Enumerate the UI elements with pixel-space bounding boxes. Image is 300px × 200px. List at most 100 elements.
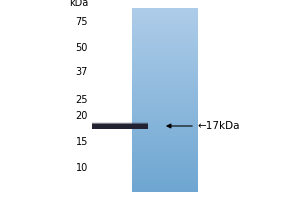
Bar [132, 186, 198, 187]
Bar [132, 191, 198, 192]
Bar [132, 175, 198, 176]
Bar [132, 29, 198, 30]
Bar [132, 121, 198, 122]
Bar [132, 66, 198, 67]
Bar [132, 118, 198, 119]
Bar [132, 42, 198, 43]
Bar [132, 12, 198, 13]
Bar [132, 77, 198, 78]
Text: kDa: kDa [69, 0, 88, 8]
Bar [132, 44, 198, 45]
Bar [132, 165, 198, 166]
Bar [132, 153, 198, 154]
Bar [132, 145, 198, 146]
Bar [132, 89, 198, 90]
Bar [92, 123, 148, 127]
Bar [132, 39, 198, 40]
Bar [132, 9, 198, 10]
Bar [132, 50, 198, 51]
Bar [132, 93, 198, 94]
Bar [132, 108, 198, 109]
Bar [132, 17, 198, 18]
Bar [132, 133, 198, 134]
Bar [132, 168, 198, 169]
Bar [132, 151, 198, 152]
Bar [132, 96, 198, 97]
Bar [132, 61, 198, 62]
Bar [132, 24, 198, 25]
Bar [132, 62, 198, 63]
Bar [132, 10, 198, 11]
Bar [132, 119, 198, 120]
Bar [132, 70, 198, 71]
Bar [132, 172, 198, 173]
Text: 15: 15 [76, 137, 88, 147]
Bar [132, 184, 198, 185]
Bar [132, 127, 198, 128]
Bar [132, 63, 198, 64]
Text: 10: 10 [76, 163, 88, 173]
Bar [132, 148, 198, 149]
Bar [132, 68, 198, 69]
Bar [132, 37, 198, 38]
Bar [132, 120, 198, 121]
Bar [132, 157, 198, 158]
Bar [132, 143, 198, 144]
Bar [132, 146, 198, 147]
Bar [132, 36, 198, 37]
Bar [132, 33, 198, 34]
Bar [132, 97, 198, 98]
Bar [132, 71, 198, 72]
Bar [132, 183, 198, 184]
Bar [132, 167, 198, 168]
Bar [132, 139, 198, 140]
Bar [132, 84, 198, 85]
Bar [132, 155, 198, 156]
Bar [132, 79, 198, 80]
Bar [132, 88, 198, 89]
Bar [132, 125, 198, 126]
Bar [132, 60, 198, 61]
Bar [132, 58, 198, 59]
Bar [132, 48, 198, 49]
Text: ←17kDa: ←17kDa [198, 121, 241, 131]
Bar [132, 72, 198, 73]
Bar [132, 47, 198, 48]
Bar [132, 150, 198, 151]
Bar [132, 34, 198, 35]
Bar [132, 19, 198, 20]
Bar [132, 69, 198, 70]
Text: 20: 20 [76, 111, 88, 121]
Bar [132, 8, 198, 9]
Bar [132, 35, 198, 36]
Bar [132, 170, 198, 171]
Bar [132, 53, 198, 54]
Bar [132, 129, 198, 130]
Bar [132, 102, 198, 103]
Bar [132, 123, 198, 124]
Bar [132, 32, 198, 33]
Bar [132, 92, 198, 93]
Bar [132, 91, 198, 92]
Bar [132, 171, 198, 172]
Bar [132, 57, 198, 58]
Bar [132, 106, 198, 107]
Bar [132, 21, 198, 22]
Bar [132, 18, 198, 19]
Bar [132, 160, 198, 161]
Bar [132, 124, 198, 125]
Bar [132, 20, 198, 21]
Bar [132, 176, 198, 177]
Bar [132, 132, 198, 133]
Bar [132, 140, 198, 141]
Bar [132, 105, 198, 106]
Bar [132, 86, 198, 87]
Bar [132, 73, 198, 74]
Text: 25: 25 [76, 95, 88, 105]
Bar [132, 11, 198, 12]
Bar [132, 90, 198, 91]
Bar [132, 41, 198, 42]
Bar [92, 121, 148, 124]
Bar [132, 152, 198, 153]
Bar [132, 54, 198, 55]
